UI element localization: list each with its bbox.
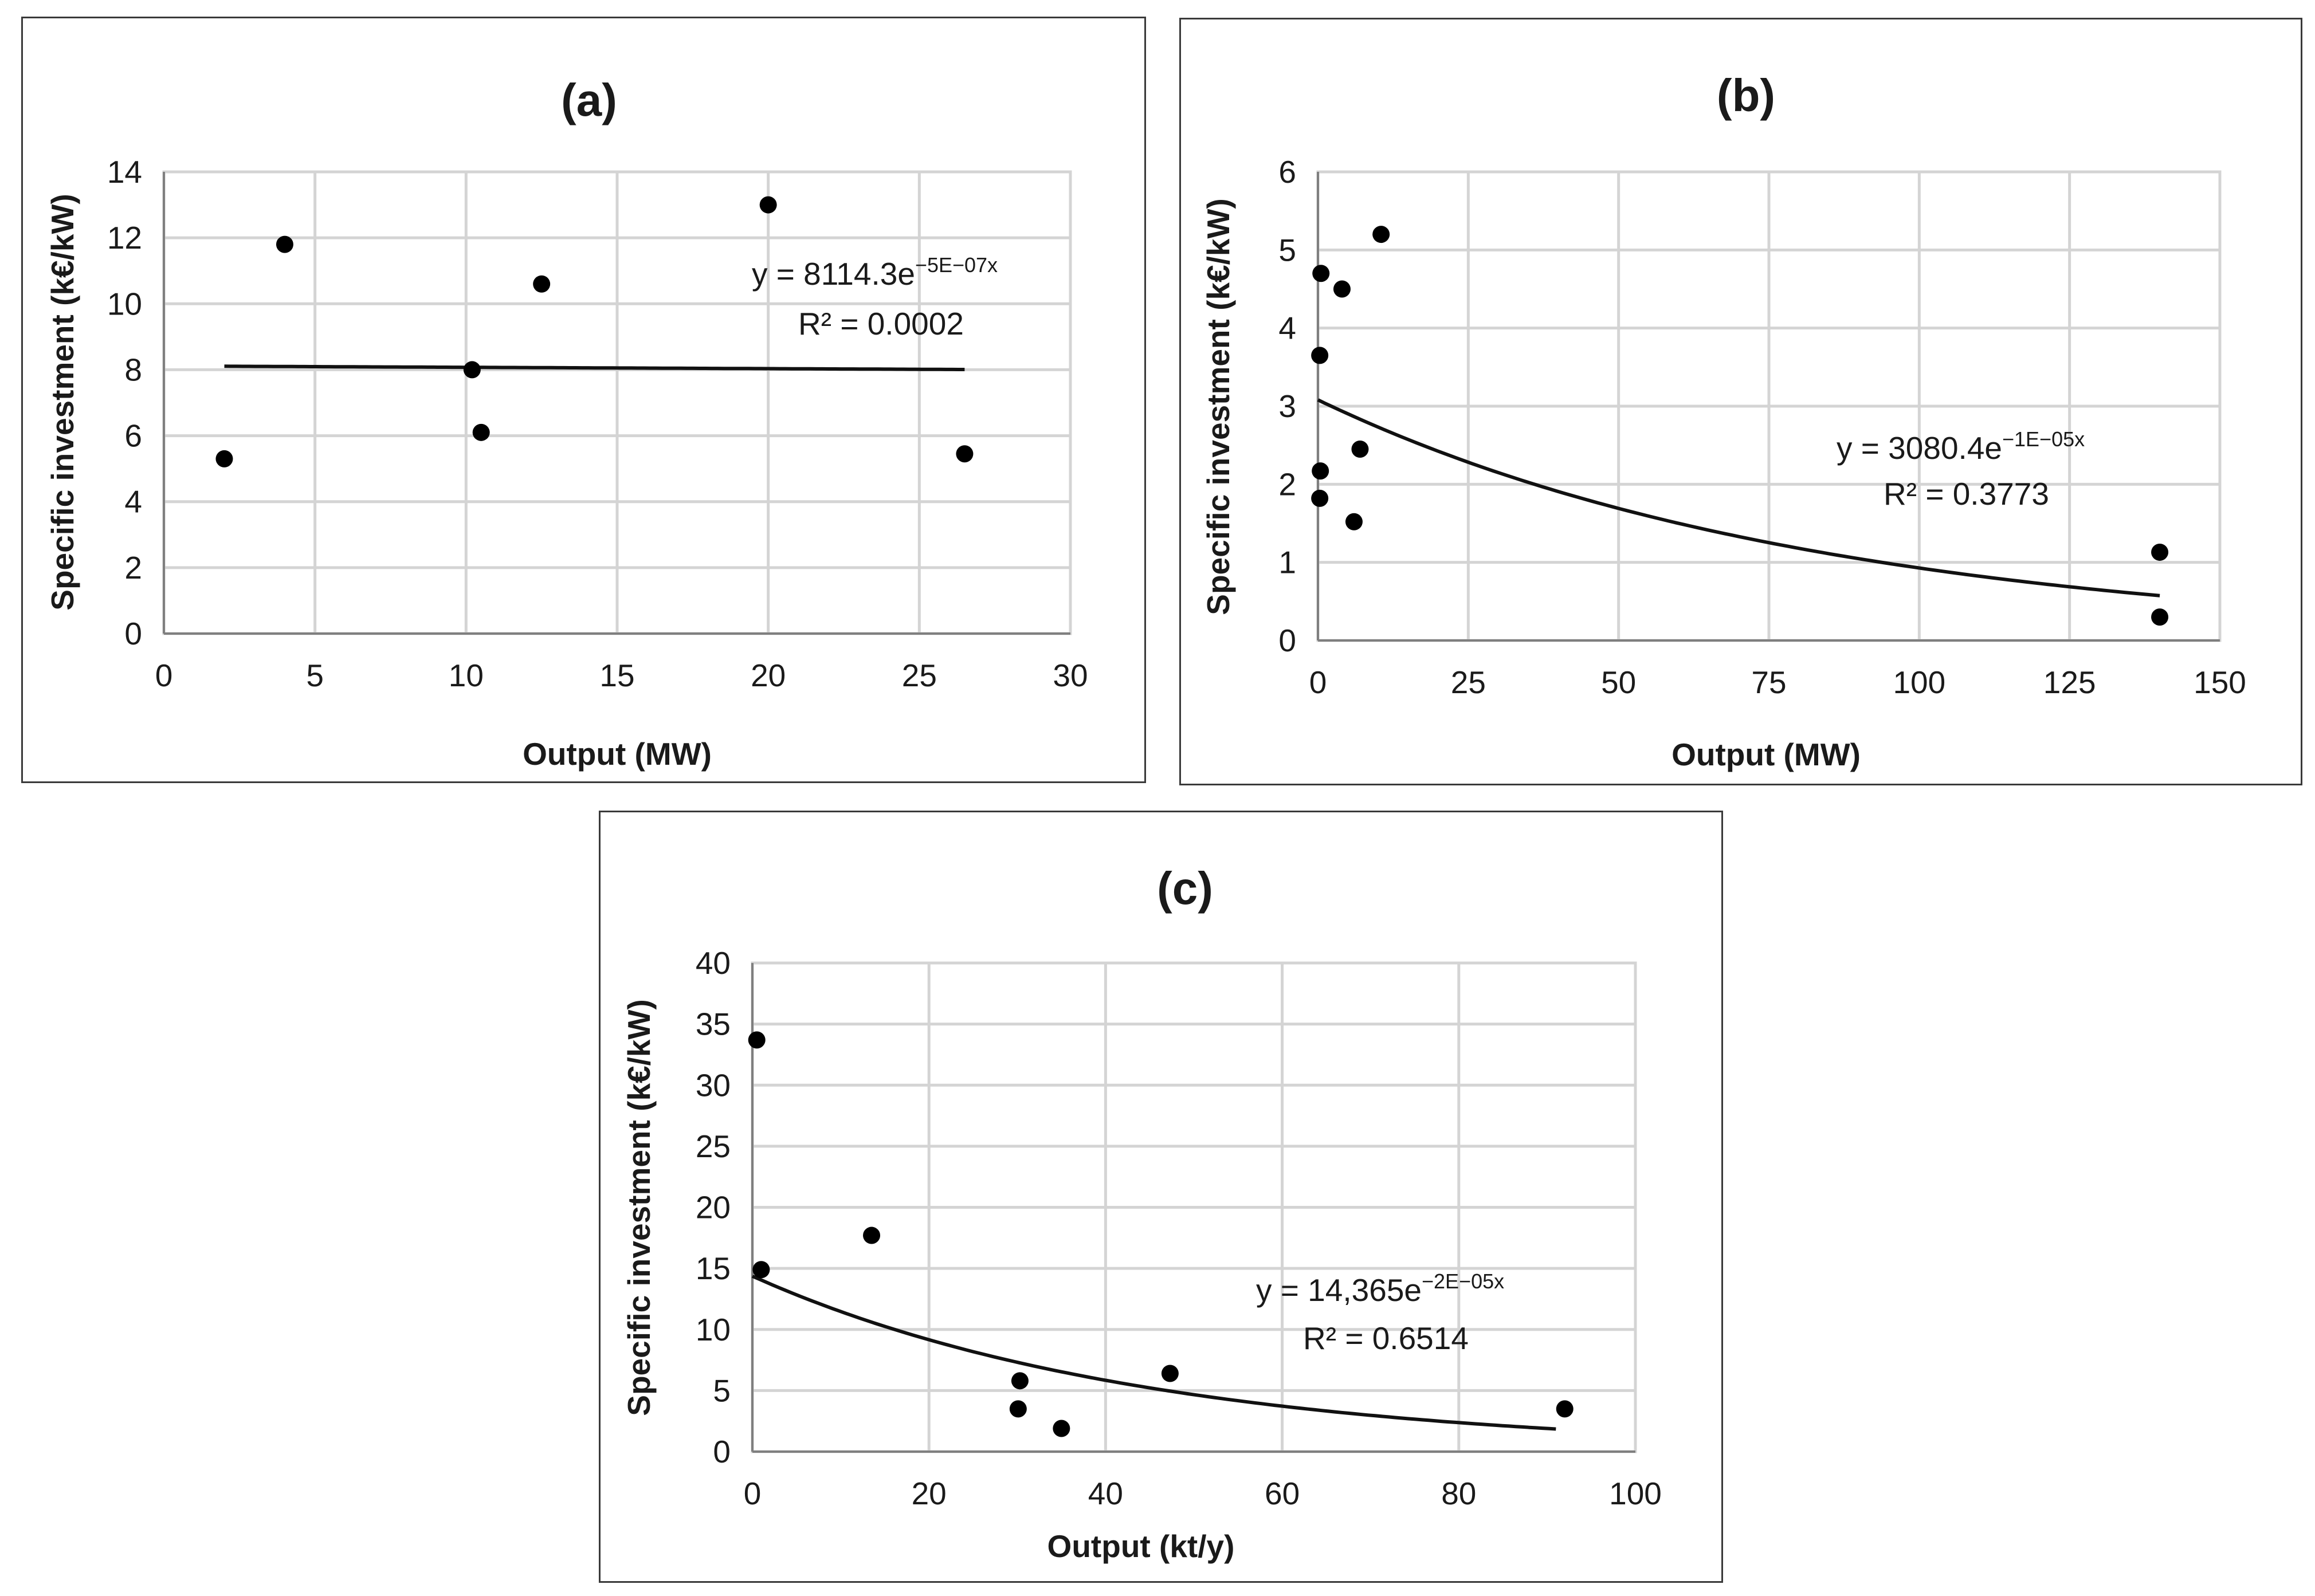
chart-b-svg: 0 25 50 75 100 125 150 0 1 2 3 4 5 6 (b) Output (MW) Spe…	[1200, 70, 2246, 772]
data-point	[472, 423, 490, 441]
equation-base: y = 3080.4e	[1837, 430, 2002, 466]
x-tick-label: 20	[751, 658, 786, 693]
y-tick-label: 20	[696, 1190, 731, 1225]
x-axis-title: Output (kt/y)	[1047, 1528, 1235, 1564]
trendline	[1317, 398, 2160, 597]
y-axis-title: Specific investment (k€/kW)	[1200, 198, 1236, 615]
trendline-equation: y = 3080.4e−1E−05x	[1837, 427, 2085, 466]
y-tick-label: 8	[124, 352, 142, 387]
x-tick-label: 25	[902, 658, 937, 693]
x-tick-label: 25	[1451, 665, 1486, 700]
y-tick-label: 12	[107, 220, 142, 255]
x-axis-title: Output (MW)	[523, 736, 712, 772]
y-tick-label: 14	[107, 154, 142, 190]
x-tick-label: 0	[1309, 665, 1327, 700]
data-point	[1312, 265, 1330, 282]
data-point	[1009, 1400, 1027, 1418]
data-point	[463, 361, 481, 379]
y-tick-label: 2	[1278, 466, 1296, 502]
data-point	[1161, 1365, 1179, 1382]
y-tick-label: 35	[696, 1007, 731, 1042]
data-point	[1311, 489, 1329, 507]
data-point	[759, 196, 777, 214]
x-tick-label: 0	[744, 1476, 762, 1511]
y-tick-label: 5	[1278, 232, 1296, 268]
x-tick-label: 20	[912, 1476, 947, 1511]
trendline-equation: y = 14,365e−2E−05x	[1256, 1269, 1504, 1308]
y-tick-label: 2	[124, 550, 142, 585]
r-squared-label: R² = 0.0002	[798, 306, 964, 341]
x-tick-label: 125	[2043, 665, 2096, 700]
y-tick-label: 15	[696, 1251, 731, 1286]
trendline-equation: y = 8114.3e−5E−07x	[752, 253, 998, 292]
data-point	[276, 235, 293, 253]
y-axis-title: Specific investment (k€/kW)	[45, 194, 80, 610]
x-tick-label: 100	[1609, 1476, 1662, 1511]
x-tick-label: 100	[1893, 665, 1945, 700]
data-point	[1053, 1420, 1070, 1437]
equation-exponent: −5E−07x	[915, 253, 998, 277]
x-tick-label: 0	[155, 658, 173, 693]
data-point	[1351, 440, 1369, 458]
chart-panel-b: 0 25 50 75 100 125 150 0 1 2 3 4 5 6 (b) Output (MW) Spe…	[1179, 18, 2302, 785]
data-point	[956, 445, 974, 463]
r-squared-label: R² = 0.6514	[1303, 1320, 1469, 1356]
x-tick-label: 5	[306, 658, 324, 693]
y-tick-label: 0	[1278, 623, 1296, 658]
y-tick-label: 0	[124, 616, 142, 651]
x-tick-label: 50	[1601, 665, 1636, 700]
y-tick-label: 10	[696, 1312, 731, 1347]
data-point	[1372, 226, 1390, 243]
data-point	[1556, 1400, 1574, 1418]
x-tick-label: 150	[2194, 665, 2246, 700]
y-tick-label: 40	[696, 945, 731, 981]
data-point	[863, 1227, 881, 1244]
data-point	[1312, 462, 1329, 480]
chart-title: (c)	[1157, 863, 1213, 914]
x-tick-label: 75	[1751, 665, 1786, 700]
chart-title: (b)	[1717, 70, 1775, 121]
y-tick-label: 5	[713, 1373, 731, 1408]
chart-panel-a: 0 5 10 15 20 25 30 0 2 4 6 8 10 12 14 (a) Output (MW) Spe…	[21, 17, 1146, 783]
y-tick-label: 4	[124, 484, 142, 520]
equation-base: y = 14,365e	[1256, 1272, 1422, 1308]
x-tick-label: 60	[1265, 1476, 1300, 1511]
y-tick-label: 4	[1278, 310, 1296, 346]
equation-exponent: −2E−05x	[1422, 1269, 1504, 1293]
data-point	[748, 1031, 766, 1049]
chart-a-svg: 0 5 10 15 20 25 30 0 2 4 6 8 10 12 14 (a) Output (MW) Spe…	[45, 74, 1088, 772]
trendline	[224, 364, 965, 371]
data-point	[1011, 1372, 1029, 1390]
data-point	[2151, 608, 2169, 626]
y-axis-title: Specific investment (k€/kW)	[621, 999, 657, 1416]
y-tick-label: 6	[1278, 154, 1296, 190]
trendline	[751, 1274, 1556, 1431]
x-tick-label: 10	[449, 658, 484, 693]
y-tick-label: 1	[1278, 545, 1296, 580]
chart-c-svg: 0 20 40 60 80 100 0 5 10 15 20 25 30 35 40 (c) Output (k…	[621, 863, 1662, 1564]
equation-exponent: −1E−05x	[2002, 427, 2085, 451]
y-tick-label: 10	[107, 286, 142, 321]
y-tick-label: 30	[696, 1067, 731, 1103]
data-point	[215, 450, 233, 467]
data-point	[1311, 347, 1329, 364]
x-tick-label: 80	[1441, 1476, 1476, 1511]
chart-panel-c: 0 20 40 60 80 100 0 5 10 15 20 25 30 35 40 (c) Output (k…	[599, 811, 1723, 1583]
x-tick-label: 30	[1053, 658, 1088, 693]
x-tick-label: 15	[599, 658, 634, 693]
data-point	[533, 275, 551, 293]
chart-title: (a)	[561, 74, 617, 125]
x-axis-title: Output (MW)	[1671, 737, 1861, 772]
data-point	[1333, 280, 1351, 298]
equation-base: y = 8114.3e	[752, 256, 915, 292]
y-tick-label: 6	[124, 418, 142, 454]
r-squared-label: R² = 0.3773	[1884, 476, 2049, 512]
x-tick-label: 40	[1088, 1476, 1123, 1511]
data-point	[2151, 543, 2169, 561]
data-point	[1345, 513, 1363, 530]
y-tick-label: 3	[1278, 388, 1296, 424]
y-tick-label: 0	[713, 1434, 731, 1469]
data-point	[752, 1261, 770, 1279]
y-tick-label: 25	[696, 1129, 731, 1164]
